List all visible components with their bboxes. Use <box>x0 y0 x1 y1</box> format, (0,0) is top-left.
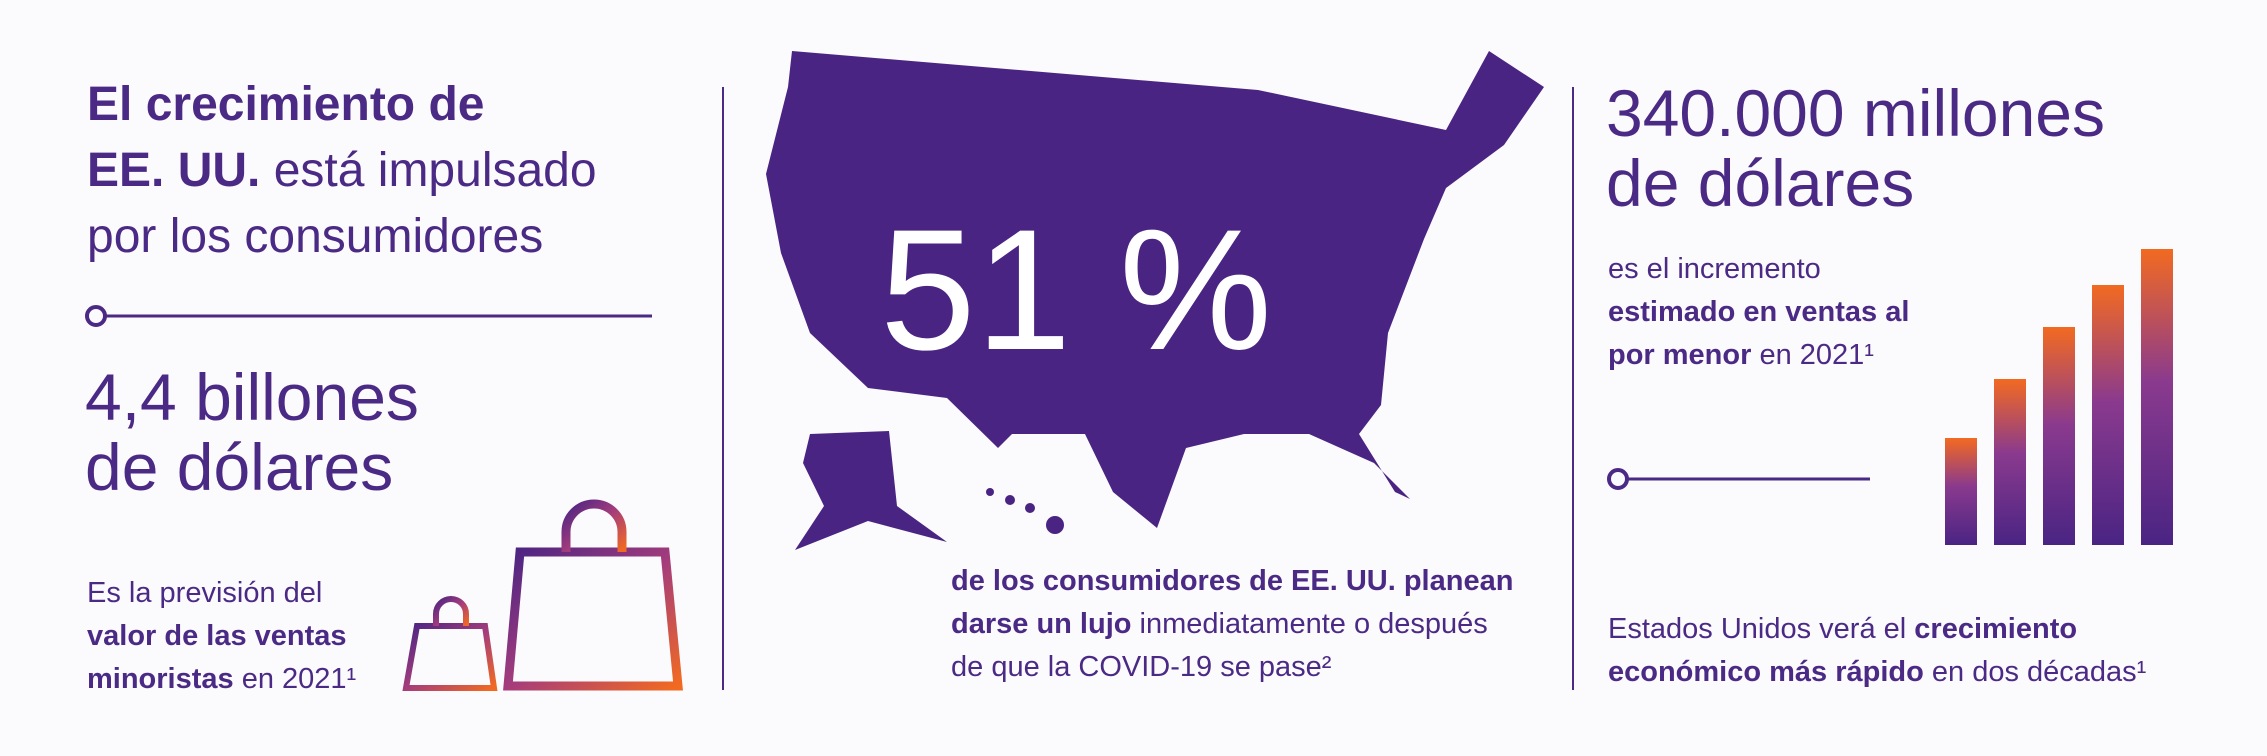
note-text: Es la previsión del <box>87 577 323 609</box>
left-heading: El crecimiento de EE. UU. está impulsado… <box>87 72 597 270</box>
heading-bold: El crecimiento de <box>87 78 485 131</box>
note-bold: minoristas <box>87 663 234 695</box>
heading-text: está impulsado <box>260 144 597 197</box>
growth-bars <box>1945 249 2173 545</box>
figure-line: de dólares <box>85 430 394 504</box>
left-divider <box>85 305 652 327</box>
note-bold: darse un lujo <box>951 608 1132 640</box>
left-note: Es la previsión del valor de las ventas … <box>87 572 356 701</box>
note-bold: de los consumidores de EE. UU. planean <box>951 565 1514 597</box>
note-text: en 2021¹ <box>233 663 357 695</box>
us-map <box>766 51 1544 550</box>
note-bold: por menor <box>1608 339 1752 371</box>
note-text: es el incremento <box>1608 253 1821 285</box>
note-bold: crecimiento <box>1914 613 2078 645</box>
note-text: en 2021¹ <box>1751 339 1874 371</box>
center-figure: 51 % <box>880 194 1273 386</box>
right-footer: Estados Unidos verá el crecimiento econó… <box>1608 608 2146 694</box>
note-bold: estimado en ventas al <box>1608 296 1910 328</box>
heading-text: por los consumidores <box>87 210 544 263</box>
right-divider <box>1607 468 1870 490</box>
center-note: de los consumidores de EE. UU. planean d… <box>951 560 1513 689</box>
left-figure: 4,4 billones de dólares <box>85 362 419 502</box>
note-text: Estados Unidos verá el <box>1608 613 1915 645</box>
note-bold: valor de las ventas <box>87 620 347 652</box>
note-bold: económico más rápido <box>1608 656 1924 688</box>
heading-bold: EE. UU. <box>87 144 261 197</box>
note-text: de que la COVID-19 se pase² <box>951 651 1332 683</box>
note-text: en dos décadas¹ <box>1923 656 2147 688</box>
note-text: inmediatamente o después <box>1131 608 1488 640</box>
right-note: es el incremento estimado en ventas al p… <box>1608 248 1909 377</box>
figure-line: de dólares <box>1606 146 1915 220</box>
figure-line: 340.000 millones <box>1606 76 2105 150</box>
figure-line: 4,4 billones <box>85 360 419 434</box>
right-figure: 340.000 millones de dólares <box>1606 78 2105 218</box>
shopping-bags <box>402 499 683 691</box>
